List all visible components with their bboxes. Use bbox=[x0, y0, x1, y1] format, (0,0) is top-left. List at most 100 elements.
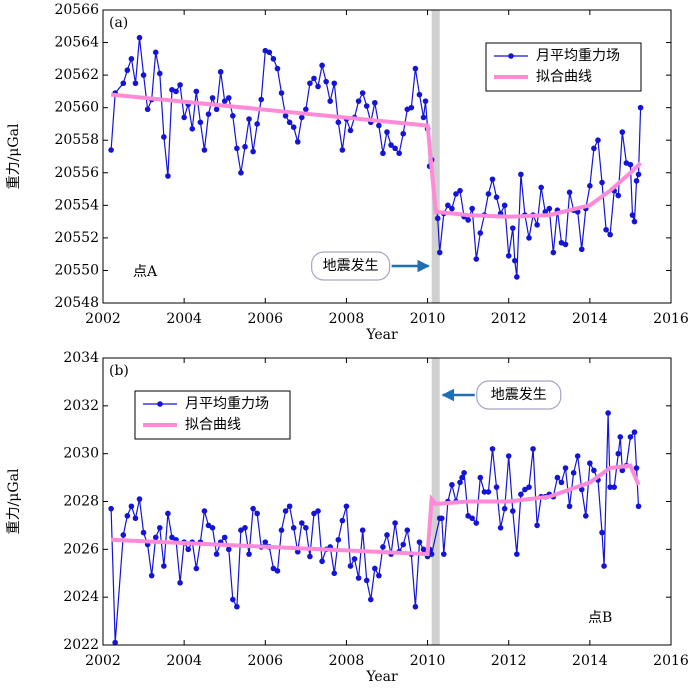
data-point bbox=[339, 517, 346, 524]
data-point bbox=[400, 130, 407, 137]
data-point bbox=[335, 119, 342, 126]
data-point bbox=[465, 513, 471, 519]
data-point bbox=[461, 470, 467, 476]
data-point bbox=[493, 194, 500, 200]
data-point bbox=[177, 580, 183, 586]
data-point bbox=[473, 256, 480, 262]
data-point bbox=[501, 202, 508, 209]
data-point bbox=[193, 88, 200, 95]
y-tick-label: 2026 bbox=[63, 541, 99, 557]
x-tick-label: 2002 bbox=[85, 653, 121, 669]
data-point bbox=[574, 453, 581, 459]
y-tick-label: 20554 bbox=[54, 197, 99, 213]
x-tick-label: 2006 bbox=[247, 653, 283, 669]
data-point bbox=[331, 570, 338, 577]
data-point bbox=[367, 596, 374, 603]
data-point bbox=[274, 65, 281, 72]
y-tick-label: 20548 bbox=[54, 295, 99, 311]
data-point bbox=[234, 603, 240, 610]
data-point bbox=[132, 515, 139, 522]
data-point bbox=[266, 49, 273, 56]
data-point bbox=[400, 541, 407, 548]
data-point bbox=[562, 241, 569, 248]
data-point bbox=[566, 189, 573, 196]
data-point bbox=[505, 453, 512, 459]
data-point bbox=[465, 217, 471, 223]
data-point bbox=[197, 119, 204, 126]
data-point bbox=[518, 491, 524, 498]
x-axis-label: Year bbox=[365, 669, 398, 685]
data-point bbox=[481, 489, 488, 495]
data-point bbox=[319, 558, 325, 565]
data-point bbox=[246, 116, 252, 122]
data-point bbox=[372, 565, 378, 572]
data-point bbox=[380, 150, 386, 157]
data-point bbox=[578, 246, 585, 253]
data-point bbox=[591, 145, 597, 152]
data-point bbox=[323, 78, 329, 85]
data-point bbox=[270, 565, 277, 572]
data-point bbox=[422, 98, 429, 104]
x-tick-label: 2004 bbox=[166, 653, 202, 669]
legend-label: 拟合曲线 bbox=[185, 417, 241, 433]
data-point bbox=[307, 553, 313, 560]
data-point bbox=[587, 460, 593, 467]
data-point bbox=[311, 75, 317, 82]
data-point bbox=[124, 513, 131, 519]
data-point bbox=[514, 551, 520, 557]
data-point bbox=[546, 205, 553, 212]
data-point bbox=[558, 479, 565, 486]
data-point bbox=[595, 137, 601, 144]
data-point bbox=[225, 546, 232, 553]
x-tick-label: 2008 bbox=[329, 311, 365, 327]
data-point bbox=[457, 187, 463, 194]
data-point bbox=[209, 525, 216, 531]
data-point bbox=[363, 577, 370, 584]
data-point bbox=[392, 520, 398, 526]
data-point bbox=[161, 134, 167, 140]
data-point bbox=[351, 556, 358, 562]
data-point bbox=[254, 121, 260, 127]
data-point bbox=[615, 192, 622, 199]
fit-line bbox=[111, 463, 641, 557]
site-label: 点A bbox=[133, 264, 158, 280]
x-tick-label: 2014 bbox=[572, 311, 608, 327]
legend-marker bbox=[157, 401, 163, 407]
data-point bbox=[538, 184, 544, 191]
data-point bbox=[445, 202, 451, 209]
data-point bbox=[136, 496, 143, 502]
data-point bbox=[599, 179, 605, 186]
x-tick-label: 2010 bbox=[410, 653, 446, 669]
data-point bbox=[489, 446, 496, 452]
data-point bbox=[299, 520, 305, 526]
data-point bbox=[278, 90, 285, 96]
data-point bbox=[157, 525, 163, 531]
y-tick-label: 2028 bbox=[63, 494, 99, 510]
data-point bbox=[416, 91, 423, 98]
data-point bbox=[258, 96, 265, 103]
data-point bbox=[169, 534, 175, 541]
event-band bbox=[431, 10, 440, 303]
data-point bbox=[570, 470, 577, 476]
data-point bbox=[347, 127, 354, 134]
data-point bbox=[518, 171, 524, 178]
data-point bbox=[359, 90, 366, 96]
x-tick-label: 2012 bbox=[491, 311, 527, 327]
data-point bbox=[217, 69, 224, 75]
data-point bbox=[270, 56, 277, 62]
data-point bbox=[238, 169, 244, 176]
x-tick-label: 2012 bbox=[491, 653, 527, 669]
data-point bbox=[201, 508, 208, 514]
data-point bbox=[193, 565, 200, 572]
data-point bbox=[627, 161, 634, 168]
data-point bbox=[278, 527, 285, 533]
data-point bbox=[132, 80, 139, 87]
data-point bbox=[363, 103, 370, 109]
data-point bbox=[311, 510, 317, 517]
legend-label: 月平均重力场 bbox=[536, 48, 620, 64]
data-point bbox=[225, 95, 232, 101]
data-point bbox=[384, 532, 390, 538]
data-point bbox=[509, 225, 516, 231]
data-point bbox=[319, 62, 325, 69]
data-point bbox=[469, 205, 476, 212]
